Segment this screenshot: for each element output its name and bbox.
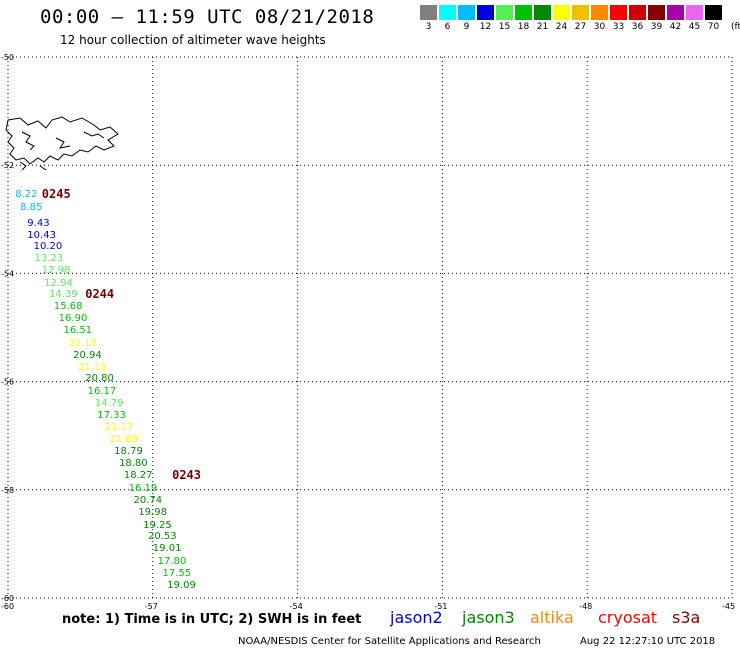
wave-height-value: 17.80 — [157, 555, 187, 567]
wave-height-value: 17.55 — [162, 567, 192, 579]
wave-height-value: 14.39 — [49, 289, 78, 301]
wave-height-value: 19.25 — [143, 519, 172, 531]
wave-height-value: 18.27 — [123, 470, 153, 482]
wave-height-value: 12.94 — [44, 278, 73, 290]
legend-swatch — [705, 5, 722, 20]
latitude-label: -56 — [1, 378, 14, 387]
legend-swatch — [686, 5, 703, 20]
wave-height-value: 20.74 — [133, 494, 163, 506]
page-subtitle: 12 hour collection of altimeter wave hei… — [60, 33, 326, 47]
legend-swatch — [439, 5, 456, 20]
latitude-label: -60 — [1, 594, 14, 603]
satellite-name-s3a: s3a — [672, 608, 701, 627]
legend-label: 39 — [650, 22, 663, 32]
satellite-name-altika: altika — [530, 608, 574, 627]
legend-swatch — [534, 5, 551, 20]
legend-label: 42 — [669, 22, 682, 32]
wave-height-value: 16.19 — [128, 482, 158, 494]
legend-label: 30 — [593, 22, 606, 32]
legend-swatch — [553, 5, 570, 20]
legend-swatch — [610, 5, 627, 20]
pass-time-label: 0243 — [172, 468, 201, 483]
falkland-islands-coastline — [5, 116, 119, 171]
satellite-name-cryosat: cryosat — [598, 608, 658, 627]
legend-swatch — [667, 5, 684, 20]
legend-swatch — [591, 5, 608, 20]
wave-height-value: 10.43 — [27, 229, 56, 241]
wave-height-value: 22.15 — [68, 337, 97, 349]
legend-swatch — [648, 5, 665, 20]
longitude-label: -60 — [1, 602, 14, 611]
wave-height-value: 16.90 — [58, 313, 88, 325]
legend-label: 3 — [425, 22, 432, 32]
longitude-label: -45 — [722, 602, 735, 611]
latitude-label: -54 — [1, 269, 14, 278]
legend-swatch — [496, 5, 513, 20]
wave-height-value: 19.98 — [138, 507, 167, 519]
wave-height-value: 14.79 — [94, 397, 124, 409]
longitude-label: -51 — [434, 602, 447, 611]
lat-lon-grid — [7, 56, 733, 599]
legend-label: 36 — [631, 22, 644, 32]
legend-label: 21 — [536, 22, 549, 32]
satellite-name-jason2: jason2 — [390, 608, 443, 627]
longitude-label: -48 — [579, 602, 592, 611]
wave-height-value: 18.79 — [114, 446, 143, 458]
wave-height-value: 19.01 — [152, 543, 182, 555]
wave-height-value: 17.33 — [97, 410, 126, 422]
legend-swatch — [629, 5, 646, 20]
legend-label: 6 — [444, 22, 451, 32]
legend-label: 24 — [555, 22, 568, 32]
legend-swatch — [572, 5, 589, 20]
legend-label: 15 — [498, 22, 511, 32]
wave-height-value: 8.22 — [15, 188, 38, 200]
legend-label: 70 — [707, 22, 720, 32]
longitude-labels: -60 -57 -54 -51 -48 -45 — [1, 602, 735, 611]
wave-height-value: 21.17 — [104, 422, 134, 434]
wave-height-value: 20.80 — [85, 373, 114, 385]
wave-height-value: 15.68 — [53, 300, 83, 312]
units-note: note: 1) Time is in UTC; 2) SWH is in fe… — [62, 612, 362, 627]
wave-height-value: 12.98 — [41, 265, 71, 277]
wave-height-value: 13.23 — [34, 253, 64, 265]
latitude-label: -50 — [1, 53, 14, 62]
legend-unit: (ft) — [731, 22, 740, 32]
wave-height-value: 8.85 — [20, 202, 43, 214]
legend-label: 9 — [463, 22, 470, 32]
pass-time-label: 0244 — [85, 287, 115, 302]
longitude-label: -54 — [290, 602, 303, 611]
wave-height-value: 20.94 — [73, 349, 102, 361]
wave-height-value: 20.53 — [147, 531, 177, 543]
legend-label: 45 — [688, 22, 701, 32]
satellite-name-jason3: jason3 — [462, 608, 515, 627]
wave-height-value: 19.09 — [167, 580, 196, 592]
legend-label: 33 — [612, 22, 625, 32]
footer-credit: NOAA/NESDIS Center for Satellite Applica… — [238, 636, 541, 647]
wave-height-value: 21.89 — [109, 434, 138, 446]
latitude-label: -52 — [1, 161, 14, 170]
legend-label: 27 — [574, 22, 587, 32]
legend-swatch — [477, 5, 494, 20]
wave-height-value: 10.20 — [33, 241, 63, 253]
legend-swatch — [420, 5, 437, 20]
wave-height-value: 9.43 — [27, 217, 50, 229]
footer-timestamp: Aug 22 12:27:10 UTC 2018 — [580, 636, 716, 647]
legend-label: 12 — [479, 22, 492, 32]
page-title: 00:00 – 11:59 UTC 08/21/2018 — [40, 6, 375, 28]
legend-swatch — [515, 5, 532, 20]
wave-height-value: 16.51 — [63, 325, 93, 337]
wave-height-value: 21.19 — [77, 361, 107, 373]
wave-height-value: 16.17 — [87, 386, 117, 398]
pass-time-label: 0245 — [41, 186, 71, 201]
latitude-label: -58 — [1, 486, 14, 495]
latitude-labels: -50 -52 -54 -56 -58 -60 — [1, 53, 14, 603]
longitude-label: -57 — [145, 602, 158, 611]
legend-label: 18 — [517, 22, 530, 32]
legend-swatch — [458, 5, 475, 20]
wave-height-value: 18.80 — [119, 458, 148, 470]
